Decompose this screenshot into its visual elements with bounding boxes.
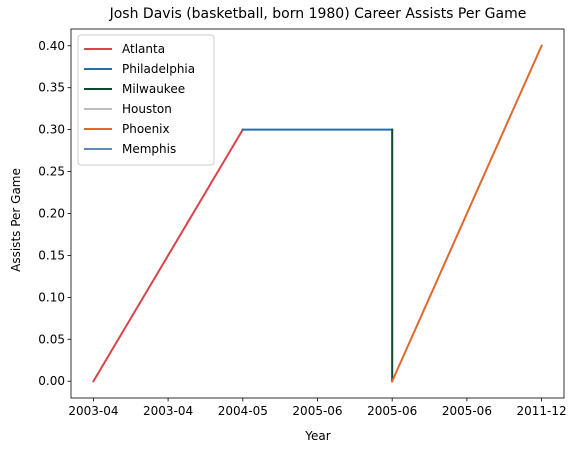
legend-label: Atlanta (122, 42, 165, 56)
y-tick-label: 0.30 (38, 123, 65, 137)
x-tick-label: 2003-04 (68, 404, 118, 418)
y-tick-label: 0.05 (38, 332, 65, 346)
x-tick-label: 2005-06 (442, 404, 492, 418)
y-tick-label: 0.20 (38, 207, 65, 221)
legend: Atlanta Philadelphia Milwaukee Houston Phoen… (77, 34, 215, 166)
x-axis-title: Year (304, 429, 330, 443)
chart-title: Josh Davis (basketball, born 1980) Caree… (109, 6, 527, 22)
x-tick-label: 2005-06 (367, 404, 417, 418)
y-tick-label: 0.25 (38, 165, 65, 179)
y-tick-label: 0.40 (38, 39, 65, 53)
legend-label: Philadelphia (122, 62, 195, 76)
x-tick-label: 2003-04 (143, 404, 193, 418)
y-tick-label: 0.35 (38, 81, 65, 95)
y-tick-label: 0.10 (38, 290, 65, 304)
y-tick-label: 0.00 (38, 374, 65, 388)
x-tick-label: 2004-05 (218, 404, 268, 418)
legend-box (77, 34, 215, 166)
legend-label: Houston (122, 102, 172, 116)
legend-label: Phoenix (122, 122, 170, 136)
series-line-atlanta (92, 128, 245, 383)
y-tick-label: 0.15 (38, 248, 65, 262)
plot-area: 0.00 0.05 0.10 0.15 0.20 0.25 0.30 0.35 0.40 2003… (38, 28, 567, 418)
y-axis-title: Assists Per Game (9, 168, 23, 272)
x-tick-label: 2005-06 (292, 404, 342, 418)
legend-label: Milwaukee (122, 82, 185, 96)
x-tick-label: 2011-12 (517, 404, 567, 418)
series-line-phoenix (390, 44, 543, 383)
legend-label: Memphis (122, 142, 176, 156)
